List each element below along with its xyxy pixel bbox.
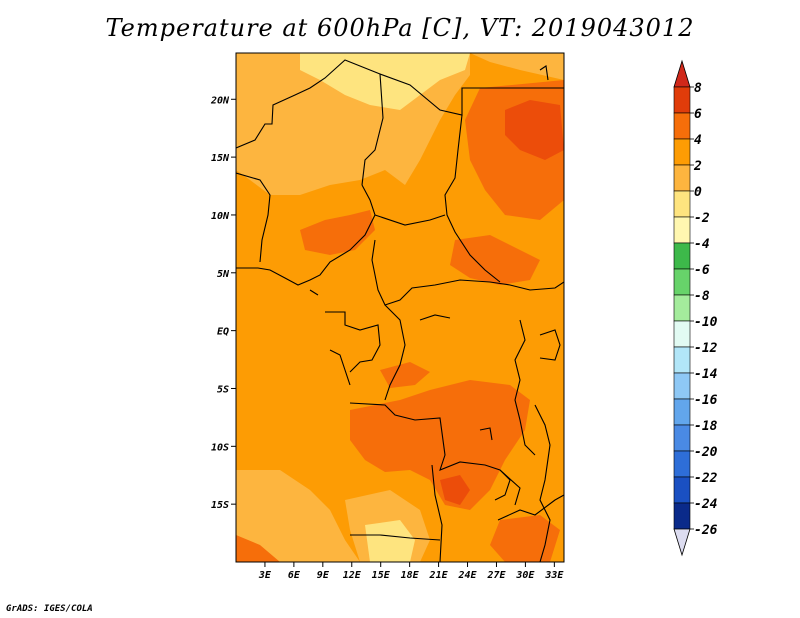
colorbar-swatch xyxy=(673,320,691,348)
border-line xyxy=(236,59,384,186)
colorbar-label: -16 xyxy=(694,393,718,408)
border-line xyxy=(534,404,551,562)
lat-tick-label: EQ xyxy=(217,327,229,338)
colorbar-label: -10 xyxy=(694,315,718,330)
border-line xyxy=(514,319,536,456)
lat-tick-label: 10S xyxy=(211,442,229,453)
lon-tick-label: 3E xyxy=(258,570,272,581)
map-title: Temperature at 600hPa [C], VT: 201904301… xyxy=(105,14,695,42)
lat-tick-label: 15S xyxy=(211,500,229,511)
border-line xyxy=(419,314,451,321)
border-line xyxy=(309,289,319,296)
colorbar-swatch xyxy=(673,398,691,426)
colorbar-label: 2 xyxy=(693,159,702,174)
border-line xyxy=(350,534,441,541)
field-6-8-south xyxy=(440,475,470,505)
field-4-6-east xyxy=(450,235,540,285)
colorbar-label: -2 xyxy=(694,211,710,226)
border-line xyxy=(384,304,406,401)
border-line xyxy=(494,469,511,501)
field-m2-0-south xyxy=(365,520,415,562)
colorbar-swatch xyxy=(673,164,691,192)
colorbar-swatch xyxy=(673,268,691,296)
field-4-6-congo xyxy=(380,362,430,388)
lon-tick-label: 33E xyxy=(544,570,564,581)
colorbar-label: -14 xyxy=(694,367,718,382)
lat-tick-label: 15N xyxy=(211,153,230,164)
border-line xyxy=(325,311,381,373)
colorbar: 8 6 4 2 0 -2 -4 -6 -8 -10 -12 -14 -16 -18 -20 -22 -24 -26 xyxy=(673,59,718,557)
lat-tick-label: 5S xyxy=(217,384,229,395)
temperature-field xyxy=(236,53,564,562)
field-4-6-southeast xyxy=(490,515,560,562)
colorbar-swatch xyxy=(673,346,691,374)
border-line xyxy=(539,65,549,81)
longitude-axis: 3E 6E 9E 12E 15E 18E 21E 24E 27E 30E 33E xyxy=(258,562,564,581)
lon-tick-label: 24E xyxy=(457,570,477,581)
field-0-2-southwest xyxy=(236,470,360,562)
lat-tick-label: 5N xyxy=(217,269,230,280)
colorbar-label: -6 xyxy=(694,263,710,278)
lon-tick-label: 30E xyxy=(515,570,535,581)
colorbar-label: -22 xyxy=(694,471,718,486)
border-line xyxy=(371,239,564,306)
lon-tick-label: 12E xyxy=(343,570,362,581)
colorbar-swatch xyxy=(673,86,691,114)
border-line xyxy=(479,427,493,441)
border-line xyxy=(431,464,443,562)
field-4-6-southwest xyxy=(236,535,280,562)
colorbar-label: -8 xyxy=(694,289,710,304)
colorbar-bottom-arrow xyxy=(673,528,691,557)
colorbar-label: -24 xyxy=(694,497,718,512)
colorbar-label: -18 xyxy=(694,419,718,434)
colorbar-label: -26 xyxy=(694,523,718,538)
lat-tick-label: 10N xyxy=(211,211,230,222)
colorbar-swatch xyxy=(673,112,691,140)
field-4-6-south-central xyxy=(350,380,530,510)
colorbar-label: 8 xyxy=(694,81,702,96)
latitude-axis: 20N 15N 10N 5N EQ 5S 10S 15S xyxy=(210,95,236,511)
border-line xyxy=(444,114,501,283)
lon-tick-label: 21E xyxy=(429,570,449,581)
lon-tick-label: 18E xyxy=(401,570,420,581)
colorbar-swatch xyxy=(673,294,691,322)
colorbar-swatch xyxy=(673,476,691,504)
lon-tick-label: 9E xyxy=(317,570,330,581)
colorbar-label: -4 xyxy=(694,237,710,252)
lon-tick-label: 6E xyxy=(288,570,301,581)
border-line xyxy=(329,349,351,386)
colorbar-label: 0 xyxy=(694,185,702,200)
border-line xyxy=(374,214,446,226)
colorbar-swatch xyxy=(673,242,691,270)
lon-tick-label: 15E xyxy=(372,570,391,581)
colorbar-swatch xyxy=(673,424,691,452)
map-frame xyxy=(235,52,565,563)
lat-tick-label: 20N xyxy=(210,95,230,106)
country-borders xyxy=(236,59,564,562)
lon-tick-label: 27E xyxy=(486,570,506,581)
colorbar-swatch xyxy=(673,450,691,478)
colorbar-label: -12 xyxy=(694,341,718,356)
field-0-2-east xyxy=(470,53,564,80)
field-6-8-northeast xyxy=(505,100,564,160)
colorbar-label: 6 xyxy=(694,107,702,122)
border-line xyxy=(236,172,271,263)
colorbar-swatch xyxy=(673,502,691,530)
colorbar-top-arrow xyxy=(673,59,691,88)
colorbar-swatch xyxy=(673,372,691,400)
credit-label: GrADS: IGES/COLA xyxy=(6,604,93,614)
colorbar-label: 4 xyxy=(694,133,702,148)
border-line xyxy=(539,329,561,361)
colorbar-swatch xyxy=(673,190,691,218)
colorbar-swatch xyxy=(673,216,691,244)
colorbar-swatch xyxy=(673,138,691,166)
colorbar-label: -20 xyxy=(694,445,718,460)
field-m2-0-north xyxy=(300,53,470,110)
border-line xyxy=(497,494,564,521)
